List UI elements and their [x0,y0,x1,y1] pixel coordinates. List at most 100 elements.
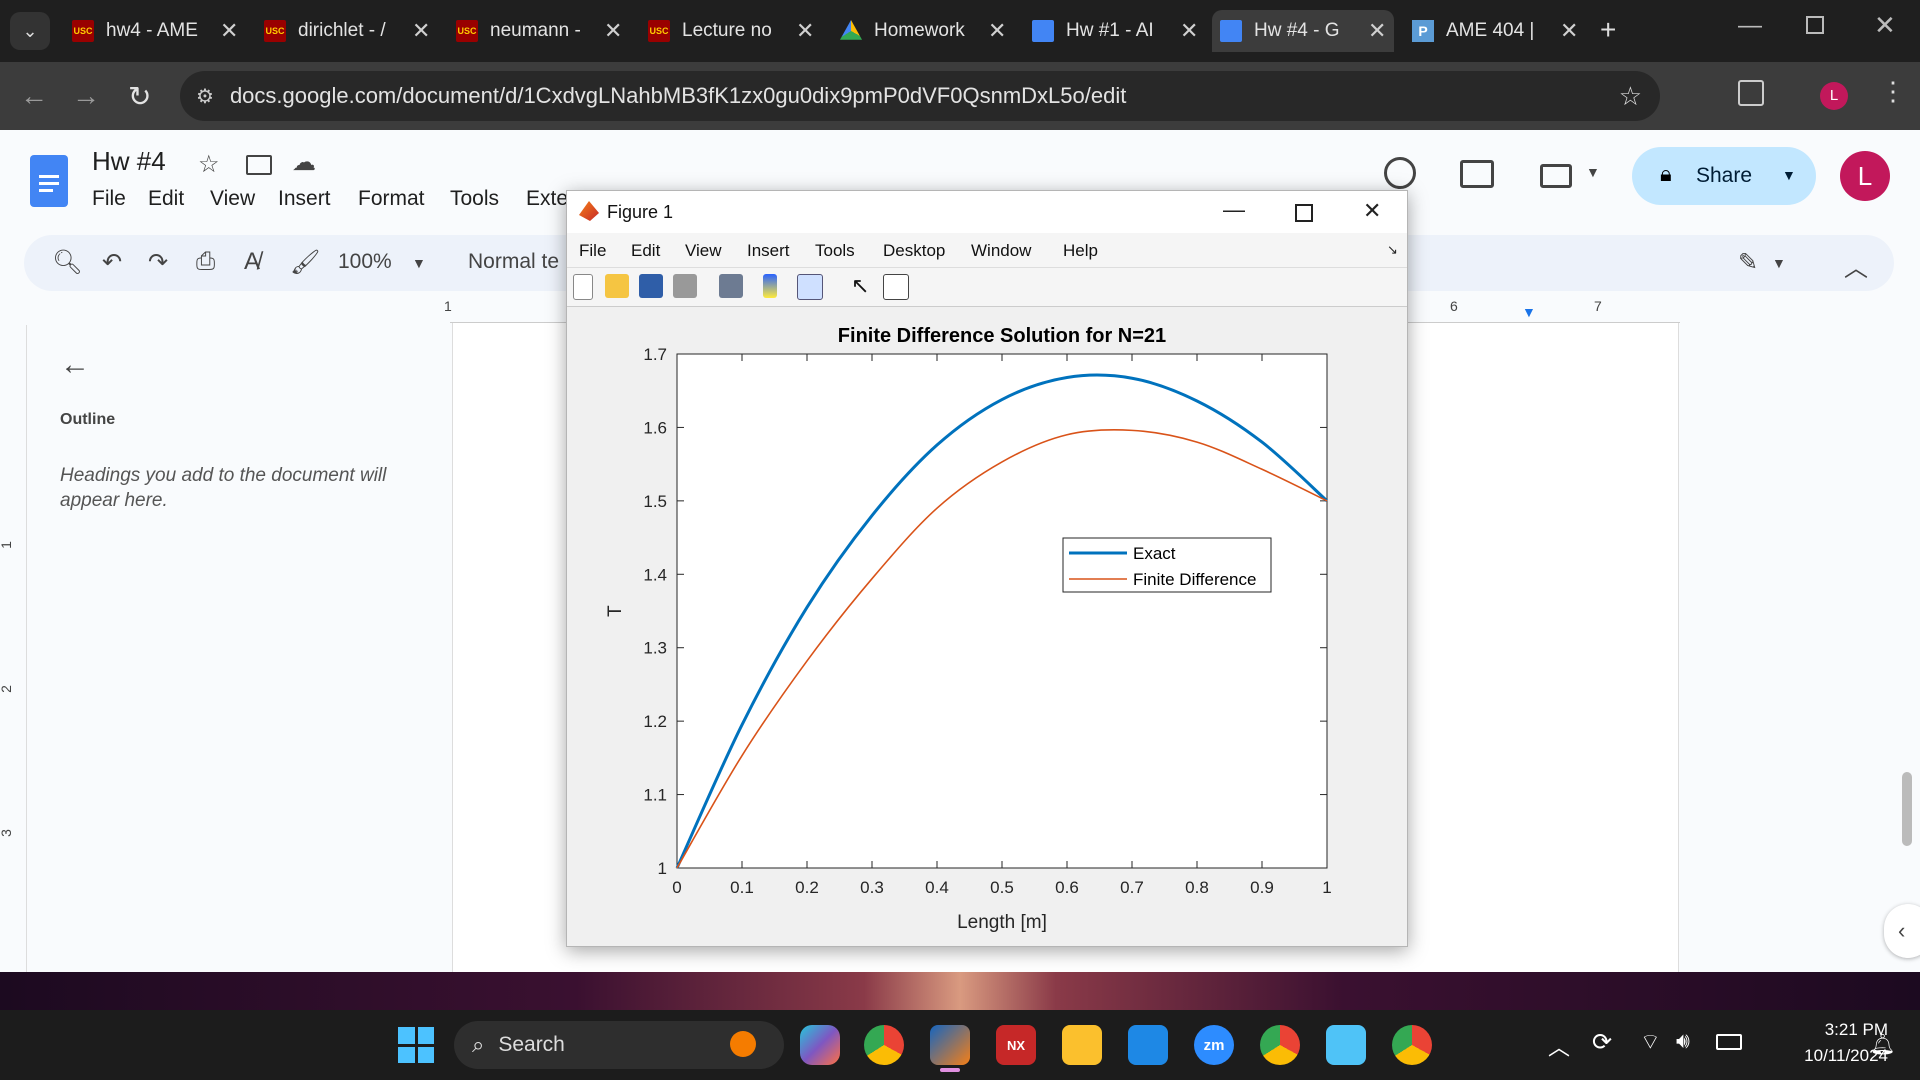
hide-menus-icon[interactable]: ︿ [1844,255,1868,282]
tab-close-icon[interactable]: ✕ [412,18,431,43]
save-figure-icon[interactable] [639,274,663,298]
property-inspector-icon[interactable] [883,274,909,300]
browser-tab[interactable]: USC Lecture no ✕ [640,10,822,52]
profile-avatar[interactable]: L [1820,82,1848,110]
tab-close-icon[interactable]: ✕ [1368,18,1387,43]
figure-menu-window[interactable]: Window [971,241,1032,260]
browser-tab[interactable]: Homework ✕ [832,10,1014,52]
scrollbar-thumb[interactable] [1902,772,1912,846]
print-figure-icon[interactable] [673,274,697,298]
undo-icon[interactable]: ↶ [102,249,123,276]
forward-icon[interactable]: → [72,80,100,111]
meet-dropdown-icon[interactable]: ▼ [1586,164,1600,180]
docs-menu-file[interactable]: File [92,187,126,210]
tab-close-icon[interactable]: ✕ [1180,18,1199,43]
browser-tab[interactable]: USC neumann - ✕ [448,10,630,52]
browser-tab[interactable]: P AME 404 | ✕ [1404,10,1586,52]
figure-menu-desktop[interactable]: Desktop [883,241,946,260]
print-icon[interactable]: ⎙ [196,248,216,275]
wifi-icon[interactable]: ⌔ [1640,1029,1661,1054]
browser-tab[interactable]: Hw #1 - AI ✕ [1024,10,1206,52]
paint-format-icon[interactable]: 🖌︎ [290,249,321,276]
share-dropdown-icon[interactable]: ▼ [1782,167,1796,183]
figure-menu-edit[interactable]: Edit [631,241,661,260]
address-bar[interactable]: ⚙ docs.google.com/document/d/1CxdvgLNahb… [180,71,1660,121]
site-info-icon[interactable]: ⚙ [196,85,214,108]
back-icon[interactable]: ← [20,80,48,111]
figure-window[interactable]: Figure 1 — ✕ File Edit View Insert Tools Desk… [566,190,1408,947]
insert-colorbar-icon[interactable] [763,274,777,298]
docs-logo-icon[interactable] [30,155,68,207]
docs-menu-format[interactable]: Format [358,187,425,210]
figure-minimize-icon[interactable]: — [1223,197,1245,222]
comments-icon[interactable] [1460,160,1494,188]
share-button[interactable]: 🔒︎ Share ▼ [1632,147,1816,205]
docs-menu-view[interactable]: View [210,187,256,210]
move-folder-icon[interactable] [246,155,272,175]
nx-icon[interactable]: NX [996,1025,1036,1065]
volume-icon[interactable]: 🔊︎ [1676,1028,1690,1053]
figure-close-icon[interactable]: ✕ [1363,198,1382,223]
bookmark-star-icon[interactable]: ☆ [1618,80,1642,111]
zoom-select[interactable]: 100% [338,250,392,273]
extensions-icon[interactable] [1738,80,1764,106]
figure-menu-insert[interactable]: Insert [747,241,790,260]
version-history-icon[interactable] [1384,157,1416,189]
star-icon[interactable]: ☆ [198,151,220,178]
sync-icon[interactable]: ⟳ [1592,1029,1613,1056]
tab-search-button[interactable]: ⌄ [10,12,50,50]
editing-dropdown-icon[interactable]: ▼ [1772,255,1786,271]
edit-plot-icon[interactable]: ↖ [851,273,870,298]
outline-close-icon[interactable]: ← [60,348,90,381]
link-plot-icon[interactable] [719,274,743,298]
battery-icon[interactable] [1716,1034,1742,1050]
matlab-taskbar-icon[interactable] [930,1025,970,1065]
right-indent-marker[interactable]: ▼ [1522,304,1536,320]
open-file-icon[interactable] [605,274,629,298]
figure-menu-help[interactable]: Help [1063,241,1098,260]
show-hidden-icons[interactable]: ︿ [1548,1035,1571,1060]
figure-title-bar[interactable]: Figure 1 — ✕ [567,191,1407,233]
chrome-menu-icon[interactable]: ⋮ [1880,76,1906,106]
calendar-icon[interactable] [1128,1025,1168,1065]
meet-icon[interactable] [1540,164,1572,188]
account-avatar[interactable]: L [1840,151,1890,201]
docs-menu-edit[interactable]: Edit [148,187,185,210]
tab-close-icon[interactable]: ✕ [796,18,815,43]
clock-date[interactable]: 10/11/2024 [1804,1046,1888,1065]
insert-legend-icon[interactable] [797,274,823,300]
docs-menu-tools[interactable]: Tools [450,187,500,210]
zoom-icon[interactable]: zm [1194,1025,1234,1065]
browser-tab[interactable]: Hw #4 - G ✕ [1212,10,1395,52]
search-menus-icon[interactable]: 🔍︎ [52,249,83,276]
docs-menu-insert[interactable]: Insert [278,187,331,210]
window-close-icon[interactable]: ✕ [1874,10,1896,40]
window-restore-icon[interactable] [1806,16,1824,34]
figure-menu-view[interactable]: View [685,241,722,260]
tab-close-icon[interactable]: ✕ [604,18,623,43]
browser-tab[interactable]: USC dirichlet - / ✕ [256,10,438,52]
redo-icon[interactable]: ↷ [148,249,169,276]
editing-mode-icon[interactable]: ✎ [1738,249,1759,276]
taskbar-search[interactable]: ⌕ Search [454,1021,784,1069]
clock-time[interactable]: 3:21 PM [1824,1020,1888,1039]
menu-undock-icon[interactable]: ↘ [1387,242,1398,257]
window-minimize-icon[interactable]: — [1738,12,1762,39]
tab-close-icon[interactable]: ✕ [1560,18,1579,43]
reload-icon[interactable]: ↻ [128,81,152,112]
tab-close-icon[interactable]: ✕ [220,18,239,43]
new-tab-button[interactable]: + [1600,14,1617,45]
figure-maximize-icon[interactable] [1295,204,1313,222]
zoom-dropdown-icon[interactable]: ▼ [412,255,426,271]
chrome-profile-h-icon[interactable] [1392,1025,1432,1065]
spellcheck-icon[interactable]: A̸ [244,248,261,275]
style-select[interactable]: Normal te [468,250,560,273]
notification-bell-icon[interactable]: 🔔︎ [1870,1034,1896,1056]
cloud-saved-icon[interactable]: ☁ [292,149,316,176]
document-title[interactable]: Hw #4 [92,146,166,176]
figure-menu-tools[interactable]: Tools [815,241,855,260]
docs-menu-exte[interactable]: Exte [526,187,569,210]
file-explorer-icon[interactable] [1062,1025,1102,1065]
start-button-icon[interactable] [398,1027,434,1063]
new-figure-icon[interactable] [573,274,593,300]
